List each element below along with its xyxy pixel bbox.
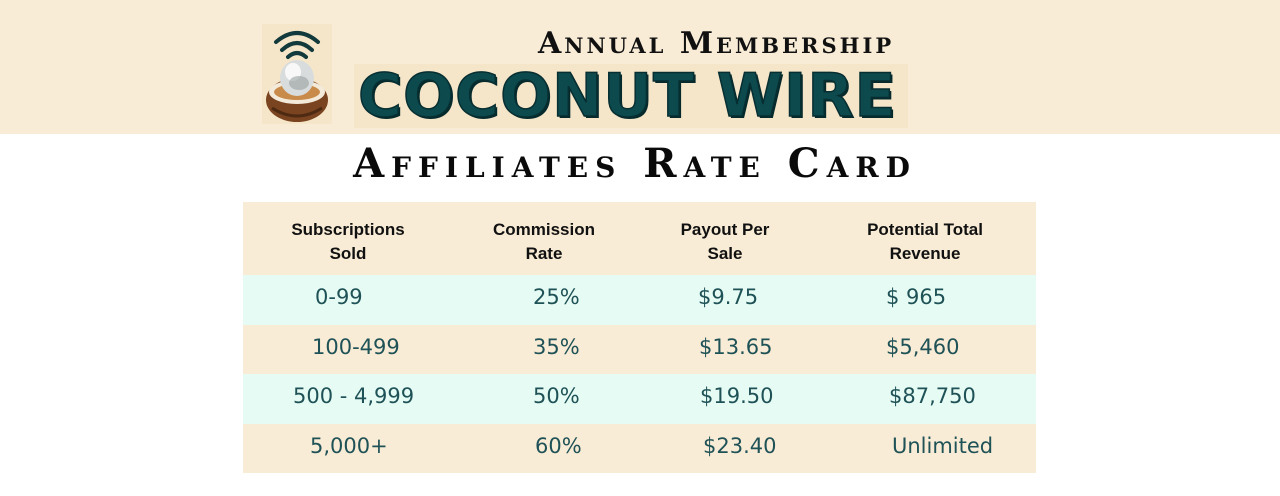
page-title: Affiliates Rate Card <box>353 140 917 187</box>
membership-subtitle: Annual Membership <box>538 26 895 61</box>
cell-subscriptions: 500 - 4,999 <box>293 384 415 408</box>
cell-revenue: Unlimited <box>892 433 994 458</box>
cell-commission: 60% <box>535 433 582 458</box>
cell-payout: $19.50 <box>700 384 774 408</box>
column-header-revenue: Potential Total Revenue <box>867 220 983 263</box>
brand-name: COCONUT WIRE <box>357 61 897 131</box>
table-header: Subscriptions Sold Commission Rate Payou… <box>243 202 1036 275</box>
table-row: 5,000+ 60% $23.40 Unlimited <box>243 423 1036 473</box>
column-header-subscriptions: Subscriptions Sold <box>291 220 405 263</box>
table-row: 500 - 4,999 50% $19.50 $87,750 <box>243 374 1036 424</box>
column-header-payout: Payout Per Sale <box>680 220 770 263</box>
cell-payout: $13.65 <box>699 334 773 359</box>
table-row: 100-499 35% $13.65 $5,460 <box>243 324 1036 374</box>
cell-revenue: $87,750 <box>889 384 976 408</box>
cell-commission: 25% <box>533 285 580 309</box>
cell-subscriptions: 5,000+ <box>310 433 388 458</box>
cell-payout: $23.40 <box>703 433 777 458</box>
cell-commission: 50% <box>533 384 580 408</box>
column-header-commission: Commission Rate <box>492 220 596 263</box>
cell-subscriptions: 0-99 <box>315 285 363 309</box>
coconut-wireless-icon <box>262 24 332 124</box>
cell-commission: 35% <box>533 334 580 359</box>
cell-revenue: $5,460 <box>886 334 960 359</box>
brand-background <box>354 64 908 128</box>
cell-subscriptions: 100-499 <box>312 334 400 359</box>
table-row: 0-99 25% $9.75 $ 965 <box>243 275 1036 325</box>
cell-payout: $9.75 <box>698 285 759 309</box>
rate-table: Subscriptions Sold Commission Rate Payou… <box>243 202 1036 473</box>
cell-revenue: $ 965 <box>886 285 947 309</box>
